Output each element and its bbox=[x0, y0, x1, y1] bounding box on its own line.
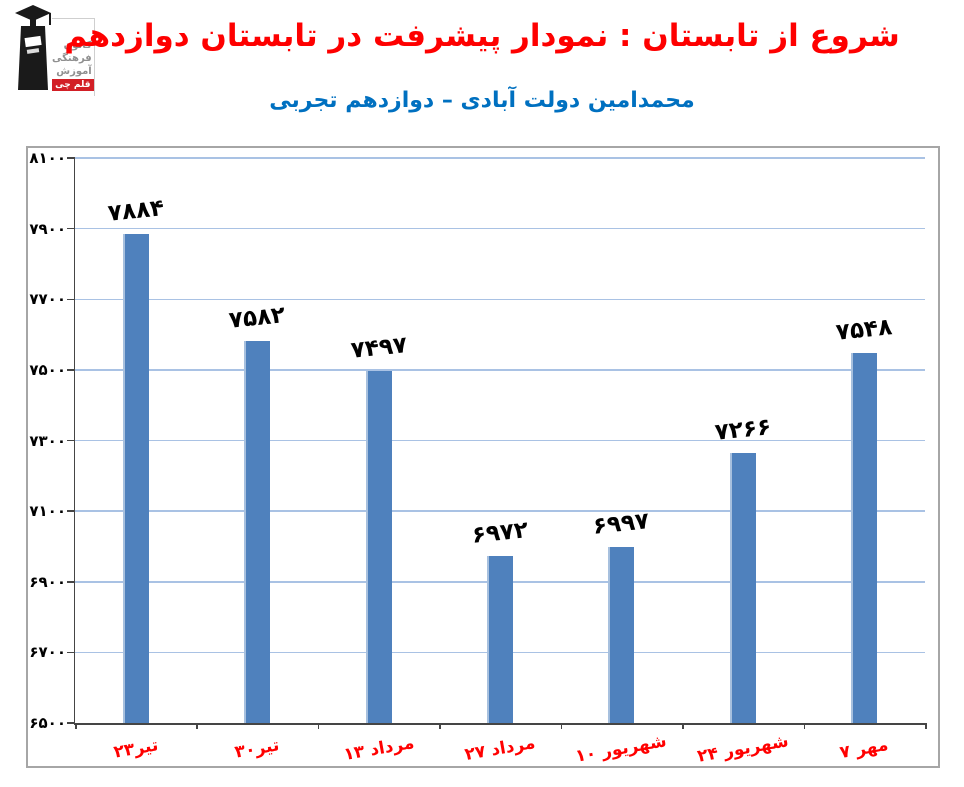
bar bbox=[608, 547, 635, 723]
y-axis-tick bbox=[67, 510, 75, 512]
gridline bbox=[75, 298, 925, 300]
x-axis-label: ۲۷ مرداد bbox=[463, 732, 537, 766]
x-axis-label: ۳۰تیر bbox=[233, 735, 281, 763]
logo-brand-badge: قلم چی bbox=[52, 79, 94, 91]
y-axis-label: ۶۵۰۰ bbox=[29, 714, 66, 732]
x-axis-tick bbox=[196, 723, 198, 729]
bar-value-label: ۷۵۴۸ bbox=[834, 314, 894, 346]
y-axis-label: ۷۱۰۰ bbox=[29, 502, 66, 521]
y-axis-tick bbox=[67, 298, 75, 300]
x-axis-tick bbox=[560, 723, 563, 729]
chart-frame: ۶۵۰۰ ۶۷۰۰ ۶۹۰۰ ۷۱۰۰ ۷۳۰۰ ۷۵۰۰ ۷۷۰۰ ۷۹۰۰ ۸۱۰۰ ۷۸۸۴… bbox=[26, 146, 940, 768]
x-axis-tick bbox=[439, 723, 441, 729]
x-axis-label: ۱۳ مرداد bbox=[341, 732, 416, 766]
x-axis-tick bbox=[682, 723, 684, 729]
bar-value-label: ۷۲۶۶ bbox=[713, 413, 773, 446]
y-axis-tick bbox=[67, 369, 75, 371]
page-title: شروع از تابستان : نمودار پیشرفت در تابست… bbox=[64, 18, 900, 54]
y-axis-tick bbox=[67, 722, 75, 724]
bar bbox=[487, 556, 513, 723]
logo-org-line: کانون bbox=[63, 40, 92, 51]
y-axis-label: ۷۳۰۰ bbox=[29, 431, 66, 450]
y-axis-label: ۷۵۰۰ bbox=[29, 360, 66, 379]
y-axis-label: ۶۹۰۰ bbox=[29, 572, 66, 591]
y-axis-label: ۷۷۰۰ bbox=[29, 290, 66, 309]
y-axis-tick bbox=[67, 157, 75, 159]
x-axis-tick bbox=[75, 723, 77, 729]
x-axis-tick bbox=[925, 723, 927, 729]
y-axis-label: ۷۹۰۰ bbox=[29, 219, 66, 238]
bar-value-label: ۶۹۷۲ bbox=[470, 517, 530, 550]
x-axis-tick bbox=[803, 723, 806, 729]
y-axis-label: ۶۷۰۰ bbox=[29, 643, 66, 662]
y-axis-tick bbox=[67, 227, 75, 230]
x-axis-label: ۲۳تیر bbox=[111, 735, 160, 763]
logo-text-card: کانون فرهنگی آموزش قلم چی bbox=[52, 18, 95, 96]
gridline bbox=[75, 157, 925, 159]
bar bbox=[851, 352, 878, 723]
gridline bbox=[75, 510, 925, 512]
graduate-icon bbox=[15, 5, 51, 90]
plot-area: ۶۵۰۰ ۶۷۰۰ ۶۹۰۰ ۷۱۰۰ ۷۳۰۰ ۷۵۰۰ ۷۷۰۰ ۷۹۰۰ ۸۱۰۰ ۷۸۸۴… bbox=[28, 148, 938, 767]
kanoon-logo: کانون فرهنگی آموزش قلم چی bbox=[14, 4, 95, 96]
bar-value-label: ۷۵۸۲ bbox=[227, 302, 287, 334]
x-axis-label: ۷ مهر bbox=[838, 734, 890, 764]
x-axis-tick bbox=[317, 723, 320, 729]
bar-value-label: ۷۴۹۷ bbox=[349, 332, 408, 364]
x-axis-label: ۲۴ شهریور bbox=[695, 731, 790, 767]
x-axis-label: ۱۰ شهریور bbox=[574, 731, 669, 767]
y-axis-line bbox=[73, 158, 75, 725]
gridline bbox=[75, 439, 925, 442]
y-axis-tick bbox=[67, 439, 75, 442]
page-subtitle: محمدامین دولت آبادی – دوازدهم تجربی bbox=[269, 88, 695, 113]
bar bbox=[122, 234, 149, 723]
y-axis-tick bbox=[67, 581, 75, 583]
x-axis-line bbox=[73, 723, 925, 725]
logo-org-line: فرهنگی bbox=[52, 53, 92, 64]
gridline bbox=[75, 227, 925, 230]
bar bbox=[244, 340, 271, 723]
bar bbox=[365, 370, 392, 723]
y-axis-tick bbox=[67, 651, 75, 654]
bar bbox=[729, 452, 756, 723]
y-axis-label: ۸۱۰۰ bbox=[29, 149, 66, 167]
logo-org-line: آموزش bbox=[56, 66, 92, 77]
gridline bbox=[75, 369, 925, 371]
bar-value-label: ۷۸۸۴ bbox=[106, 195, 165, 228]
